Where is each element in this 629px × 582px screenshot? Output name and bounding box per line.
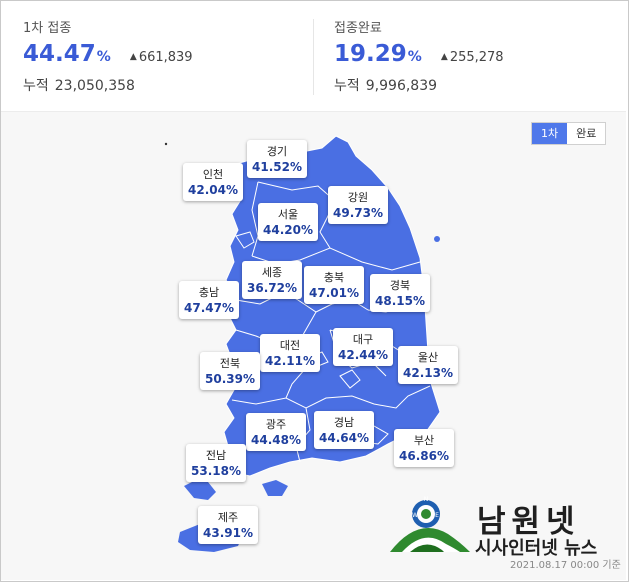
first-dose-cumulative: 23,050,358 (54, 78, 135, 94)
region-value: 47.47% (184, 301, 234, 315)
first-dose-delta-value: 661,839 (138, 50, 193, 65)
region-name: 충남 (198, 286, 220, 299)
region-value: 44.64% (319, 431, 369, 445)
region-card-jeonbuk[interactable]: 전북 50.39% (200, 352, 260, 390)
region-value: 53.18% (191, 464, 241, 478)
region-card-daegu[interactable]: 대구 42.44% (333, 328, 393, 366)
complete-percent-unit: % (407, 49, 422, 65)
region-card-jeju[interactable]: 제주 43.91% (198, 506, 258, 544)
region-name: 충북 (323, 271, 345, 284)
complete-cumulative: 9,996,839 (365, 78, 438, 94)
complete-stat: 접종완료 19.29% ▲ 255,278 누적 9,996,839 (334, 17, 504, 95)
region-value: 42.11% (265, 354, 315, 368)
region-card-sejong[interactable]: 세종 36.72% (242, 261, 302, 299)
region-name: 광주 (265, 418, 287, 431)
first-dose-cumulative-label: 누적 (23, 78, 49, 94)
region-name: 전남 (205, 449, 227, 462)
region-name: 세종 (261, 266, 283, 279)
region-name: 대구 (352, 333, 374, 346)
complete-label: 접종완료 (334, 21, 382, 36)
svg-text:W: W (412, 512, 418, 519)
region-card-chungnam[interactable]: 충남 47.47% (179, 281, 239, 319)
region-value: 42.13% (403, 366, 453, 380)
region-name: 전북 (219, 357, 241, 370)
region-card-gwangju[interactable]: 광주 44.48% (246, 413, 306, 451)
region-card-daejeon[interactable]: 대전 42.11% (260, 334, 320, 372)
logo-title: 남원넷 (477, 504, 581, 540)
toggle-complete[interactable]: 완료 (576, 127, 597, 140)
region-name: 강원 (347, 191, 369, 204)
island-west (184, 480, 216, 500)
up-triangle-icon: ▲ (440, 52, 448, 62)
date-note: 2021.08.17 00:00 기준 (510, 560, 621, 571)
first-dose-stat: 1차 접종 44.47% ▲ 661,839 누적 23,050,358 (23, 17, 193, 95)
region-card-incheon[interactable]: 인천 42.04% (183, 163, 243, 201)
region-card-jeonnam[interactable]: 전남 53.18% (186, 444, 246, 482)
stats-panel: 1차 접종 44.47% ▲ 661,839 누적 23,050,358 접종완료 … (1, 1, 626, 112)
logo-subtitle: 시사인터넷 뉴스 (475, 538, 598, 559)
first-dose-label: 1차 접종 (23, 21, 72, 36)
region-card-chungbuk[interactable]: 충북 47.01% (304, 266, 364, 304)
region-card-gyeonggi[interactable]: 경기 41.52% (247, 140, 307, 178)
toggle-first-dose[interactable]: 1차 (532, 123, 568, 144)
region-name: 서울 (277, 208, 299, 221)
region-card-seoul[interactable]: 서울 44.20% (258, 203, 318, 241)
region-name: 경기 (266, 145, 288, 158)
region-name: 경북 (389, 279, 411, 292)
region-name: 부산 (413, 434, 435, 447)
first-dose-percent: 44.47 (23, 41, 96, 67)
map-dot (164, 142, 168, 146)
island-south (262, 480, 288, 496)
region-name: 대전 (279, 339, 301, 352)
region-name: 인천 (202, 168, 224, 181)
region-name: 경남 (333, 416, 355, 429)
region-value: 36.72% (247, 281, 297, 295)
region-value: 50.39% (205, 372, 255, 386)
complete-delta: ▲ 255,278 (441, 50, 504, 65)
region-value: 42.04% (188, 183, 238, 197)
complete-cumulative-label: 누적 (334, 78, 360, 94)
svg-text:N: N (424, 496, 429, 503)
region-value: 44.20% (263, 223, 313, 237)
region-card-gyeongnam[interactable]: 경남 44.64% (314, 411, 374, 449)
region-value: 42.44% (338, 348, 388, 362)
region-card-gangwon[interactable]: 강원 49.73% (328, 186, 388, 224)
region-card-ulsan[interactable]: 울산 42.13% (398, 346, 458, 384)
region-value: 41.52% (252, 160, 302, 174)
region-name: 울산 (417, 351, 439, 364)
region-value: 46.86% (399, 449, 449, 463)
first-dose-delta: ▲ 661,839 (130, 50, 193, 65)
island-ulleung (434, 236, 440, 242)
namwon-logo-icon: N W E (390, 496, 470, 552)
up-triangle-icon: ▲ (129, 52, 137, 62)
first-dose-percent-unit: % (96, 49, 111, 65)
svg-text:E: E (435, 512, 439, 519)
complete-percent: 19.29 (334, 41, 407, 67)
region-value: 44.48% (251, 433, 301, 447)
region-card-gyeongbuk[interactable]: 경북 48.15% (370, 274, 430, 312)
region-value: 49.73% (333, 206, 383, 220)
region-name: 제주 (217, 511, 239, 524)
region-value: 48.15% (375, 294, 425, 308)
complete-delta-value: 255,278 (449, 50, 504, 65)
stats-divider (313, 19, 314, 95)
dose-toggle: 1차 완료 (531, 122, 607, 145)
region-card-busan[interactable]: 부산 46.86% (394, 429, 454, 467)
region-value: 43.91% (203, 526, 253, 540)
region-value: 47.01% (309, 286, 359, 300)
